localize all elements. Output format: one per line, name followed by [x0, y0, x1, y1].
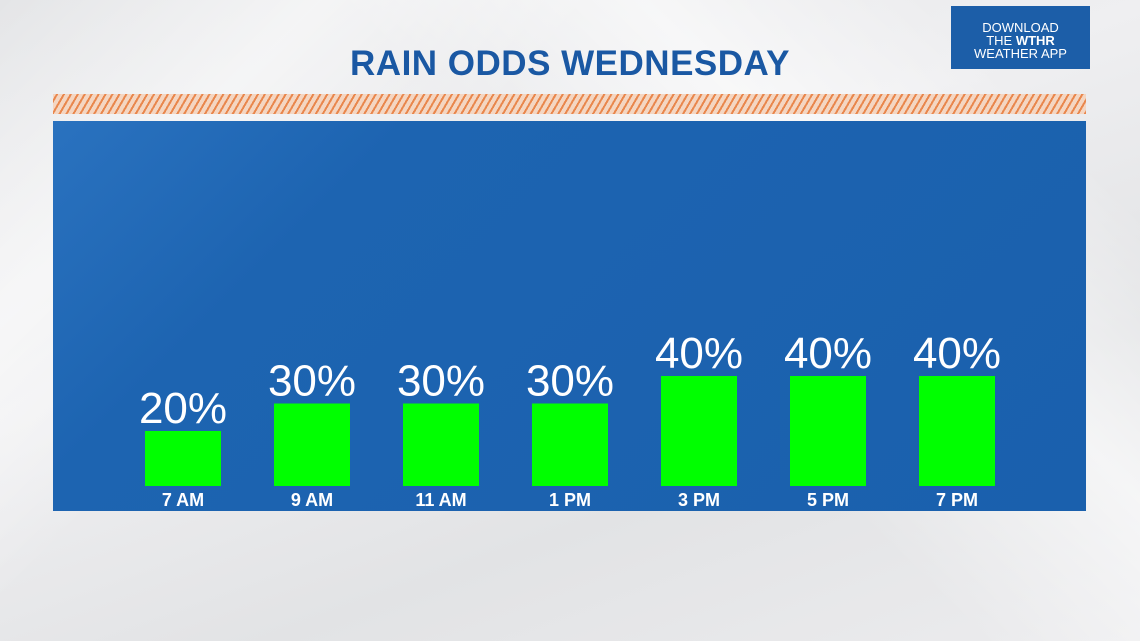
- category-label: 11 AM: [415, 490, 466, 510]
- bar-value-label: 20%: [139, 384, 227, 433]
- category-label: 5 PM: [807, 490, 849, 510]
- app-promo-line1: DOWNLOAD: [982, 20, 1059, 35]
- decorative-stripe-band: [53, 94, 1086, 114]
- app-promo-line3: WEATHER APP: [974, 46, 1067, 61]
- download-app-banner[interactable]: DOWNLOAD THE WTHR WEATHER APP: [951, 6, 1090, 69]
- bar-11-am: [403, 403, 479, 486]
- bar-value-label: 30%: [397, 357, 485, 406]
- category-label: 7 AM: [162, 490, 204, 510]
- page-title: RAIN ODDS WEDNESDAY: [350, 44, 790, 83]
- bar-value-label: 40%: [784, 329, 872, 378]
- bar-7-pm: [919, 376, 995, 486]
- bar-7-am: [145, 431, 221, 486]
- bar-1-pm: [532, 403, 608, 486]
- bar-value-label: 40%: [913, 329, 1001, 378]
- bar-value-label: 30%: [268, 357, 356, 406]
- bar-value-label: 40%: [655, 329, 743, 378]
- bar-value-label: 30%: [526, 357, 614, 406]
- app-promo-brand: WTHR: [1015, 33, 1055, 48]
- app-promo-line2: THE WTHR: [951, 34, 1090, 47]
- rain-odds-bar-chart: 20% 7 AM 30% 9 AM 30% 11 AM 30% 1 PM 40% 3 PM 40% 5…: [139, 329, 1001, 510]
- app-promo-prefix: THE: [986, 33, 1013, 48]
- bar-3-pm: [661, 376, 737, 486]
- category-label: 9 AM: [291, 490, 333, 510]
- category-label: 1 PM: [549, 490, 591, 510]
- chart-panel: 20% 7 AM 30% 9 AM 30% 11 AM 30% 1 PM 40% 3 PM 40% 5…: [53, 121, 1086, 511]
- category-label: 7 PM: [936, 490, 978, 510]
- bar-5-pm: [790, 376, 866, 486]
- category-label: 3 PM: [678, 490, 720, 510]
- bar-9-am: [274, 403, 350, 486]
